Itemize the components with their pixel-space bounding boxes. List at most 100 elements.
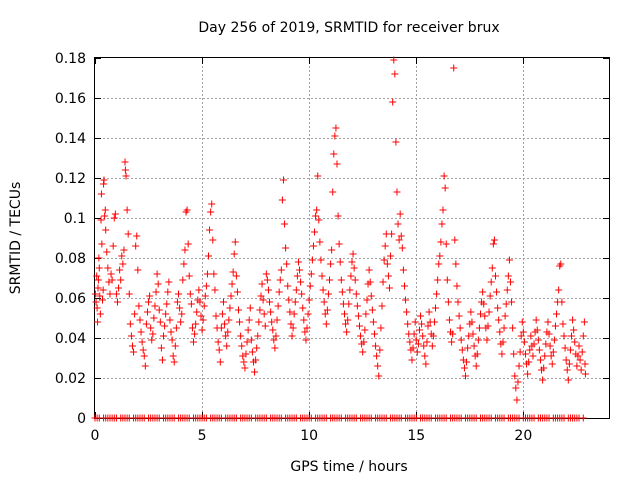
data-point: [563, 366, 571, 374]
data-point: [354, 312, 362, 320]
data-point: [508, 298, 516, 306]
data-point: [164, 288, 172, 296]
data-point: [306, 282, 314, 290]
data-point: [468, 318, 476, 326]
data-point: [400, 282, 408, 290]
data-point: [326, 276, 334, 284]
data-point: [368, 306, 376, 314]
data-point: [267, 308, 275, 316]
data-point: [378, 302, 386, 310]
data-point: [365, 266, 373, 274]
data-point: [148, 336, 156, 344]
data-point: [526, 346, 534, 354]
data-point: [214, 338, 222, 346]
data-point: [491, 272, 499, 280]
data-point: [578, 348, 586, 356]
data-point: [518, 318, 526, 326]
y-tick-label: 0.1: [64, 211, 86, 227]
data-point: [312, 212, 320, 220]
data-point: [480, 300, 488, 308]
data-point: [496, 328, 504, 336]
data-point: [190, 338, 198, 346]
data-point: [521, 350, 529, 358]
data-point: [430, 318, 438, 326]
data-point: [307, 270, 315, 278]
data-point: [370, 330, 378, 338]
data-point: [205, 252, 213, 260]
data-point: [275, 288, 283, 296]
data-point: [546, 342, 554, 350]
data-point: [561, 344, 569, 352]
data-point: [266, 298, 274, 306]
x-tick-label: 15: [407, 428, 425, 444]
y-tick-labels: 0 0.02 0.04 0.06 0.08 0.1 0.12 0.14 0.16 0.18: [55, 51, 86, 427]
data-point: [421, 352, 429, 360]
data-point: [513, 396, 521, 404]
data-point: [503, 286, 511, 294]
data-point: [171, 342, 179, 350]
data-point: [436, 252, 444, 260]
data-point: [156, 318, 164, 326]
data-point: [120, 246, 128, 254]
data-point: [284, 282, 292, 290]
data-point: [540, 364, 548, 372]
data-point: [532, 316, 540, 324]
data-point: [410, 330, 418, 338]
data-point: [283, 260, 291, 268]
data-point: [160, 332, 168, 340]
data-point: [168, 336, 176, 344]
data-point: [484, 322, 492, 330]
data-point: [232, 272, 240, 280]
data-point: [191, 330, 199, 338]
data-point: [396, 210, 404, 218]
data-point: [580, 318, 588, 326]
data-point: [260, 310, 268, 318]
data-point: [93, 304, 101, 312]
data-point: [97, 190, 105, 198]
data-point: [261, 322, 269, 330]
data-point: [390, 56, 398, 64]
data-point: [332, 124, 340, 132]
data-point: [271, 344, 279, 352]
data-point: [193, 308, 201, 316]
data-point: [490, 236, 498, 244]
data-point: [272, 332, 280, 340]
data-point: [328, 246, 336, 254]
data-point: [494, 304, 502, 312]
data-point: [338, 288, 346, 296]
data-point: [104, 264, 112, 272]
data-point: [334, 212, 342, 220]
data-point: [270, 336, 278, 344]
data-point: [409, 344, 417, 352]
data-point: [124, 230, 132, 238]
data-point: [229, 268, 237, 276]
data-point: [570, 326, 578, 334]
data-point: [451, 236, 459, 244]
data-point: [145, 298, 153, 306]
data-point: [183, 206, 191, 214]
data-point: [514, 378, 522, 386]
data-point: [277, 266, 285, 274]
data-point: [317, 256, 325, 264]
plot-frame: [94, 57, 610, 419]
data-point: [579, 332, 587, 340]
data-point: [384, 272, 392, 280]
data-point: [350, 264, 358, 272]
data-point: [291, 298, 299, 306]
data-point: [454, 298, 462, 306]
data-point: [106, 290, 114, 298]
data-point: [255, 318, 263, 326]
data-point: [470, 342, 478, 350]
data-point: [577, 366, 585, 374]
data-point: [444, 298, 452, 306]
data-point: [506, 278, 514, 286]
data-point: [311, 228, 319, 236]
data-point: [287, 320, 295, 328]
data-point: [206, 226, 214, 234]
data-point: [318, 272, 326, 280]
data-point: [147, 324, 155, 332]
data-point: [517, 332, 525, 340]
data-point: [197, 312, 205, 320]
data-point: [458, 346, 466, 354]
data-point: [264, 286, 272, 294]
